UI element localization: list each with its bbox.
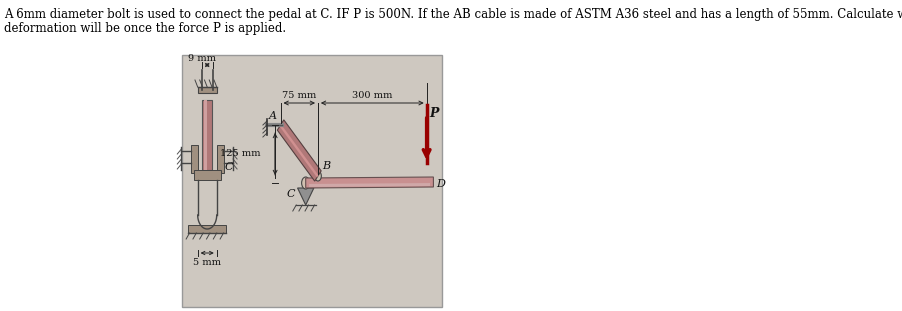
Circle shape [301,177,309,189]
Polygon shape [309,183,430,187]
Text: 75 mm: 75 mm [282,91,317,100]
Polygon shape [280,124,318,178]
Polygon shape [306,177,434,188]
Text: deformation will be once the force P is applied.: deformation will be once the force P is … [5,22,286,35]
Bar [194,170,221,180]
Text: B: B [322,161,330,171]
Bar [182,55,442,307]
Text: A: A [269,111,277,121]
Text: 5 mm: 5 mm [193,258,221,267]
Polygon shape [277,120,321,181]
Text: 9 mm: 9 mm [189,54,216,63]
Text: C: C [286,189,295,199]
Text: A 6mm diameter bolt is used to connect the pedal at C. IF P is 500N. If the AB c: A 6mm diameter bolt is used to connect t… [5,8,902,21]
Text: C: C [225,162,234,172]
Bar [202,100,212,170]
Text: P: P [429,107,438,120]
Bar [191,145,198,173]
Text: 125 mm: 125 mm [220,150,260,159]
Text: 300 mm: 300 mm [352,91,392,100]
Circle shape [315,171,321,181]
Text: D: D [437,179,445,189]
Bar [189,225,226,233]
Bar [204,100,207,170]
Bar [198,87,216,93]
Polygon shape [298,188,314,205]
Bar [216,145,224,173]
